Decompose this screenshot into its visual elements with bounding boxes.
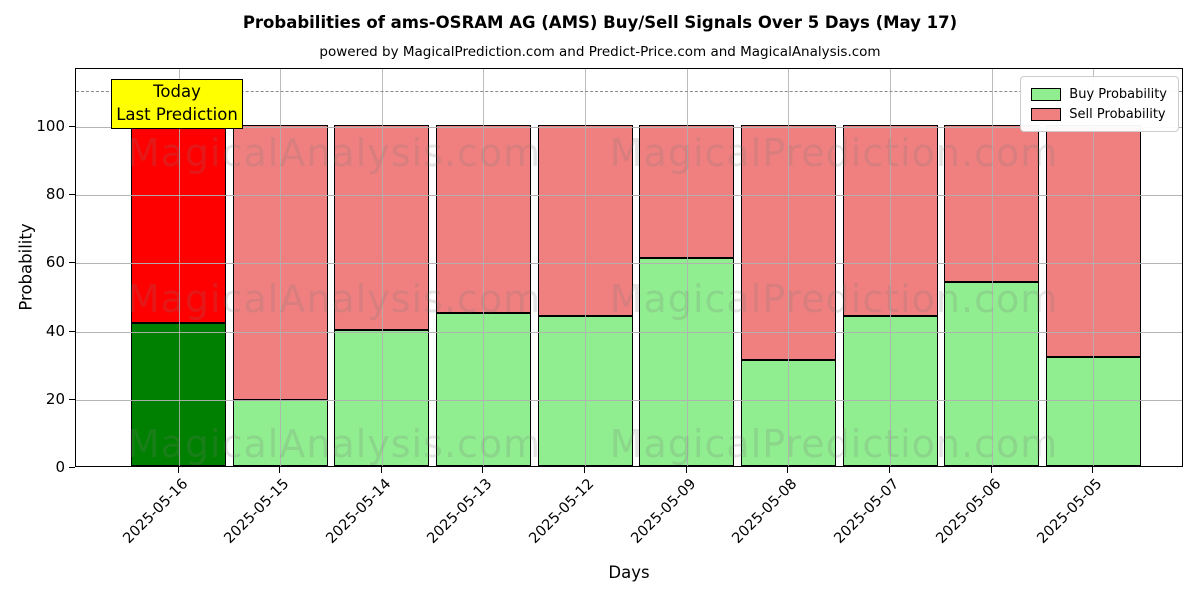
vgridline-2025-05-14 xyxy=(381,69,383,466)
today-annotation-line2: Last Prediction xyxy=(116,104,238,124)
vgridline-2025-05-07 xyxy=(890,69,892,466)
vgridline-2025-05-06 xyxy=(991,69,993,466)
watermark-text: MagicalPrediction.com xyxy=(609,131,1059,175)
chart-title: Probabilities of ams-OSRAM AG (AMS) Buy/… xyxy=(242,13,958,32)
vgridline-2025-05-05 xyxy=(1093,69,1095,466)
y-tick-mark xyxy=(69,398,75,400)
legend-item-buy: Buy Probability xyxy=(1031,84,1167,104)
y-tick-label-0: 0 xyxy=(55,458,65,476)
y-tick-label-100: 100 xyxy=(36,116,65,135)
threshold-dashed-line xyxy=(76,91,1182,93)
y-tick-mark xyxy=(69,467,75,468)
x-tick-label-2025-05-14: 2025-05-14 xyxy=(323,476,395,547)
y-tick-label-80: 80 xyxy=(45,185,65,204)
x-tick-label-2025-05-13: 2025-05-13 xyxy=(424,476,496,547)
y-tick-label-20: 20 xyxy=(45,389,65,408)
y-tick-mark xyxy=(69,194,75,196)
y-tick-label-40: 40 xyxy=(45,321,65,340)
x-tick-label-2025-05-07: 2025-05-07 xyxy=(831,476,903,547)
x-tick-mark xyxy=(787,467,789,473)
x-tick-label-2025-05-16: 2025-05-16 xyxy=(119,476,191,547)
x-tick-mark xyxy=(177,467,179,473)
y-tick-mark xyxy=(69,330,75,332)
x-tick-mark xyxy=(279,467,281,473)
hgridline-40 xyxy=(76,331,1182,333)
legend-item-sell: Sell Probability xyxy=(1031,104,1167,124)
watermark-text: MagicalPrediction.com xyxy=(609,422,1059,466)
y-tick-label-60: 60 xyxy=(45,253,65,272)
x-tick-mark xyxy=(1092,467,1094,473)
x-tick-mark xyxy=(889,467,891,473)
x-tick-label-2025-05-06: 2025-05-06 xyxy=(933,476,1005,547)
x-tick-mark xyxy=(990,467,992,473)
watermark-text: MagicalPrediction.com xyxy=(609,277,1059,321)
x-tick-mark xyxy=(380,467,382,473)
vgridline-2025-05-16 xyxy=(178,69,180,466)
buy-swatch xyxy=(1031,87,1062,101)
x-tick-label-2025-05-15: 2025-05-15 xyxy=(221,476,293,547)
hgridline-60 xyxy=(76,263,1182,265)
vgridline-2025-05-13 xyxy=(483,69,485,466)
y-tick-mark xyxy=(69,262,75,264)
watermark-text: MagicalAnalysis.com xyxy=(126,131,542,175)
x-tick-mark xyxy=(482,467,484,473)
x-tick-label-2025-05-05: 2025-05-05 xyxy=(1034,476,1106,547)
x-axis-label: Days xyxy=(608,563,650,582)
y-tick-mark xyxy=(69,125,75,127)
today-annotation-line1: Today xyxy=(153,82,201,101)
watermark-text: MagicalAnalysis.com xyxy=(126,422,542,466)
legend-label-buy: Buy Probability xyxy=(1069,86,1167,102)
watermark-text: MagicalAnalysis.com xyxy=(126,277,542,321)
x-tick-mark xyxy=(685,467,687,473)
legend-label-sell: Sell Probability xyxy=(1069,106,1166,122)
chart-subtitle: powered by MagicalPrediction.com and Pre… xyxy=(319,44,881,60)
hgridline-80 xyxy=(76,195,1182,197)
hgridline-100 xyxy=(76,126,1182,128)
x-tick-mark xyxy=(584,467,586,473)
vgridline-2025-05-08 xyxy=(788,69,790,466)
vgridline-2025-05-09 xyxy=(686,69,688,466)
y-axis-label: Probability xyxy=(16,223,36,311)
legend: Buy Probability Sell Probability xyxy=(1020,76,1179,132)
hgridline-20 xyxy=(76,399,1182,401)
vgridline-2025-05-12 xyxy=(585,69,587,466)
plot-area: MagicalAnalysis.com MagicalPrediction.com… xyxy=(75,68,1183,467)
vgridline-2025-05-15 xyxy=(280,69,282,466)
sell-swatch xyxy=(1031,107,1062,121)
today-annotation: Today Last Prediction xyxy=(111,79,243,129)
